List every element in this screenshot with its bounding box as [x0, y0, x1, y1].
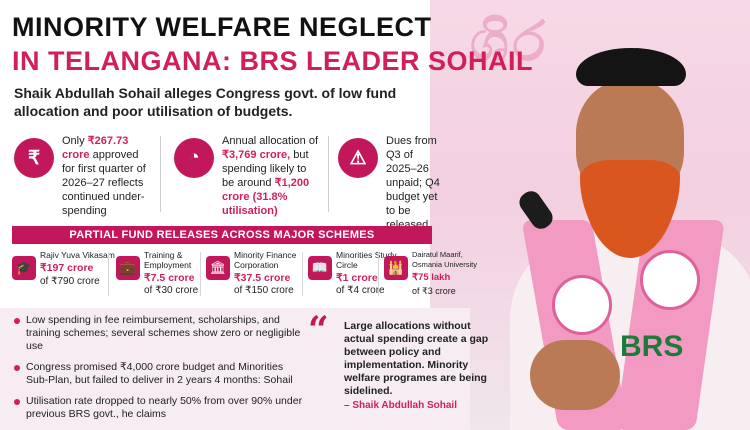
headline-line-2: IN TELANGANA: BRS LEADER SOHAIL	[12, 46, 533, 76]
bullet-dot-icon	[14, 365, 20, 371]
brs-scarf-text: BRS	[620, 330, 684, 363]
scheme-total: of ₹4 crore	[336, 285, 385, 296]
stat-text: Only ₹267.73 crore approved for first qu…	[62, 135, 146, 217]
scheme-value: ₹1 crore	[336, 272, 378, 284]
scheme-item: 🎓 Rajiv Yuva Vikasam ₹197 crore of ₹790 …	[12, 248, 115, 300]
scheme-name: Dairatul Maarif, Osmania University	[412, 250, 478, 269]
bottom-panel	[0, 308, 470, 430]
bank-icon: 🏛	[206, 256, 230, 280]
pie-chart-icon: ◔	[174, 138, 214, 178]
stats-row: ₹ Only ₹267.73 crore approved for first …	[10, 128, 440, 231]
scheme-name: Rajiv Yuva Vikasam	[40, 250, 115, 260]
speaker-hands	[530, 340, 620, 410]
document-warning-icon: ⚠	[338, 138, 378, 178]
speaker-cap	[576, 48, 686, 86]
headline-line-1: MINORITY WELFARE NEGLECT	[12, 12, 432, 42]
bullet-dot-icon	[14, 399, 20, 405]
subheadline: Shaik Abdullah Sohail alleges Congress g…	[14, 85, 397, 119]
quote-author: – Shaik Abdullah Sohail	[344, 400, 457, 411]
scheme-value: ₹37.5 crore	[234, 272, 291, 284]
bullet-item: Utilisation rate dropped to nearly 50% f…	[14, 395, 304, 421]
bullet-item: Congress promised ₹4,000 crore budget an…	[14, 361, 304, 387]
bullet-list: Low spending in fee reimbursement, schol…	[14, 314, 304, 429]
scheme-total: of ₹30 crore	[144, 285, 199, 296]
stat-item: ₹ Only ₹267.73 crore approved for first …	[10, 128, 150, 222]
scheme-name: Minority Finance Corporation	[234, 250, 297, 270]
scheme-item: 🏛 Minority Finance Corporation ₹37.5 cro…	[206, 248, 296, 300]
scheme-value: ₹75 lakh	[412, 272, 451, 283]
scheme-divider	[200, 252, 201, 296]
section-title-bar: PARTIAL FUND RELEASES ACROSS MAJOR SCHEM…	[12, 226, 432, 244]
schemes-row: 🎓 Rajiv Yuva Vikasam ₹197 crore of ₹790 …	[12, 246, 477, 302]
scheme-divider	[378, 252, 379, 296]
scheme-item: 📖 Minorities Study Circle ₹1 crore of ₹4…	[308, 248, 396, 300]
book-icon: 📖	[308, 256, 332, 280]
scheme-total: of ₹790 crore	[40, 276, 100, 287]
bullet-item: Low spending in fee reimbursement, schol…	[14, 314, 304, 353]
stat-divider	[328, 136, 329, 212]
scheme-item: 🕌 Dairatul Maarif, Osmania University ₹7…	[384, 248, 477, 300]
scheme-divider	[108, 252, 109, 296]
scheme-value: ₹7.5 crore	[144, 272, 195, 284]
scheme-total: of ₹150 crore	[234, 285, 294, 296]
scheme-value: ₹197 crore	[40, 262, 94, 274]
graduate-icon: 🎓	[12, 256, 36, 280]
scarf-portrait-badge	[640, 250, 700, 310]
banner-script-decoration: ශිර	[470, 10, 550, 73]
scheme-name: Training & Employment	[144, 250, 192, 270]
stat-text: Annual allocation of ₹3,769 crore, but s…	[222, 135, 319, 217]
speaker-photo: BRS	[470, 40, 750, 430]
stat-item: ⚠ Dues from Q3 of 2025–26 unpaid; Q4 bud…	[334, 128, 444, 231]
quote-icon: “	[308, 309, 329, 351]
scheme-divider	[302, 252, 303, 296]
scarf-portrait-badge	[552, 275, 612, 335]
quote-text: Large allocations without actual spendin…	[344, 320, 489, 397]
monument-icon: 🕌	[384, 256, 408, 280]
scheme-total: of ₹3 crore	[412, 286, 456, 296]
scheme-item: 💼 Training & Employment ₹7.5 crore of ₹3…	[116, 248, 199, 300]
scheme-name: Minorities Study Circle	[336, 250, 397, 270]
bullet-dot-icon	[14, 318, 20, 324]
stat-text: Dues from Q3 of 2025–26 unpaid; Q4 budge…	[386, 135, 440, 231]
money-bag-icon: ₹	[14, 138, 54, 178]
briefcase-icon: 💼	[116, 256, 140, 280]
stat-divider	[160, 136, 161, 212]
stat-item: ◔ Annual allocation of ₹3,769 crore, but…	[170, 128, 320, 222]
